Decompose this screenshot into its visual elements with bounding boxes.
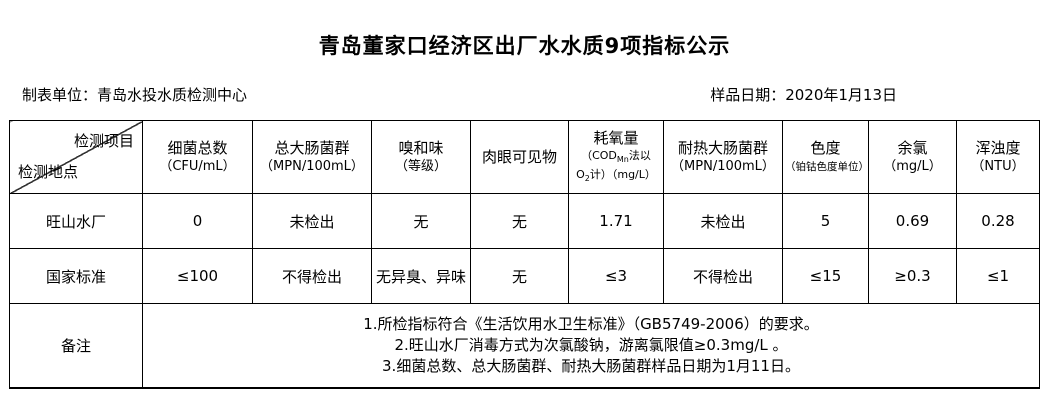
col-header-thermotolerant-coliform: 耐热大肠菌群 （MPN/100mL） (663, 120, 783, 194)
cod-unit-text: （CODMn法以 O2计）（mg/L） (576, 148, 656, 184)
col-header-total-coliform: 总大肠菌群 （MPN/100mL） (252, 120, 372, 194)
cell-value: 未检出 (663, 193, 783, 249)
corner-label-test-location: 检测地点 (18, 163, 79, 181)
row-label: 国家标准 (9, 248, 143, 304)
col-header-turbidity: 浑浊度 （NTU） (956, 120, 1040, 194)
cell-value: 1.71 (568, 193, 664, 249)
cell-value: 无 (371, 193, 471, 249)
col-header-bacteria-total: 细菌总数 （CFU/mL） (142, 120, 253, 194)
remark-line: 1.所检指标符合《生活饮用水卫生标准》（GB5749-2006）的要求。 (363, 314, 819, 333)
remarks-label: 备注 (9, 303, 143, 388)
cell-value: ≤15 (782, 248, 869, 304)
col-header-odor-taste: 嗅和味 （等级） (371, 120, 471, 194)
cell-value: 不得检出 (252, 248, 372, 304)
sample-date-label: 样品日期：2020年1月13日 (710, 86, 897, 104)
cell-value: 5 (782, 193, 869, 249)
cell-value: ≤100 (142, 248, 253, 304)
remark-line: 3.细菌总数、总大肠菌群、耐热大肠菌群样品日期为1月11日。 (382, 356, 800, 375)
cell-value: 0 (142, 193, 253, 249)
cell-value: 无 (470, 248, 569, 304)
remark-line: 2.旺山水厂消毒方式为次氯酸钠，游离氯限值≥0.3mg/L 。 (394, 335, 788, 354)
cell-value: ≤1 (956, 248, 1040, 304)
row-wangshan-plant: 旺山水厂 0 未检出 无 无 1.71 未检出 5 0.69 0.28 (9, 193, 1040, 249)
col-header-residual-chlorine: 余氯 （mg/L） (868, 120, 957, 194)
cell-value: 无 (470, 193, 569, 249)
row-remarks: 备注 1.所检指标符合《生活饮用水卫生标准》（GB5749-2006）的要求。 … (9, 303, 1040, 388)
col-header-chromaticity: 色度 （铂钴色度单位） (782, 120, 869, 194)
cell-value: 不得检出 (663, 248, 783, 304)
header-corner-cell: 检测项目 检测地点 (9, 120, 143, 194)
meta-row: 制表单位：青岛水投水质检测中心 样品日期：2020年1月13日 (0, 84, 1049, 105)
cell-value: ≤3 (568, 248, 664, 304)
cell-value: 0.69 (868, 193, 957, 249)
col-header-oxygen-consumption: 耗氧量 （CODMn法以 O2计）（mg/L） (568, 120, 664, 194)
row-label: 旺山水厂 (9, 193, 143, 249)
water-quality-table: 检测项目 检测地点 细菌总数 （CFU/mL） 总大肠菌群 （MPN/100mL… (9, 120, 1040, 389)
page-title: 青岛董家口经济区出厂水水质9项指标公示 (318, 34, 731, 58)
table-header-row: 检测项目 检测地点 细菌总数 （CFU/mL） 总大肠菌群 （MPN/100mL… (9, 120, 1040, 194)
corner-label-test-items: 检测项目 (73, 132, 134, 150)
cell-value: 0.28 (956, 193, 1040, 249)
row-national-standard: 国家标准 ≤100 不得检出 无异臭、异味 无 ≤3 不得检出 ≤15 ≥0.3… (9, 248, 1040, 304)
prepared-by-label: 制表单位：青岛水投水质检测中心 (22, 86, 248, 104)
cell-value: 无异臭、异味 (371, 248, 471, 304)
col-header-visible-matter: 肉眼可见物 (470, 120, 569, 194)
remarks-content: 1.所检指标符合《生活饮用水卫生标准》（GB5749-2006）的要求。 2.旺… (142, 303, 1040, 388)
cell-value: ≥0.3 (868, 248, 957, 304)
cell-value: 未检出 (252, 193, 372, 249)
